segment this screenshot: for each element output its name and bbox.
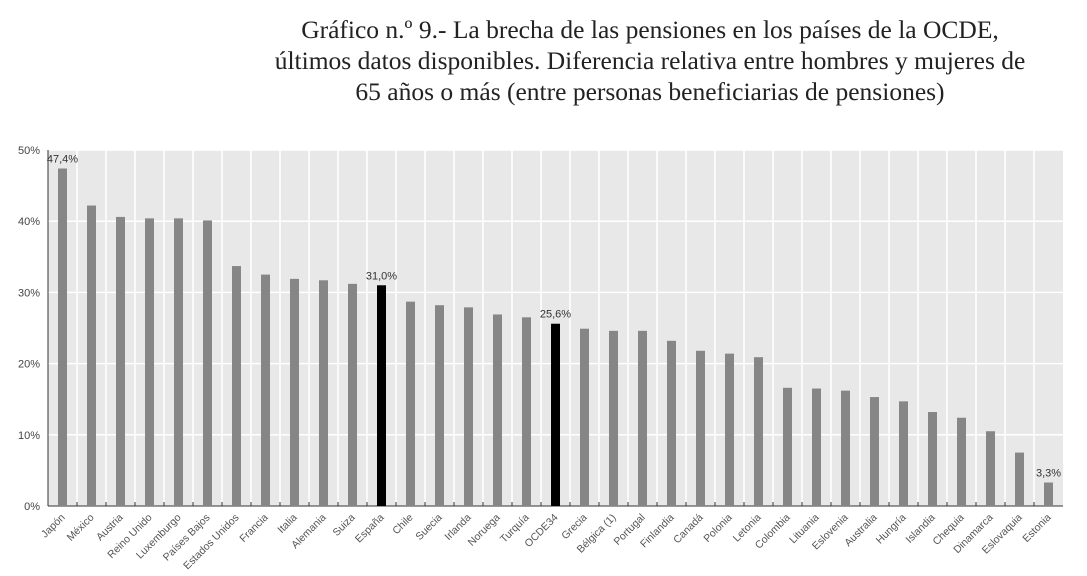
bar-lituania: [812, 388, 821, 506]
bar-austria: [116, 216, 125, 507]
bar-ocde34: [551, 323, 560, 506]
bar-finlandia: [667, 340, 676, 506]
chart-title-line-3: 65 años o más (entre personas beneficiar…: [355, 77, 945, 106]
y-tick-label: 30%: [18, 287, 40, 299]
bar-eslovenia: [841, 390, 850, 506]
bar-islandia: [928, 412, 937, 506]
x-category-label: Japón: [39, 512, 68, 541]
x-category-label: Italia: [275, 512, 299, 536]
x-category-label: Francia: [237, 512, 270, 545]
x-category-label: Noruega: [466, 512, 503, 549]
y-tick-label: 20%: [18, 359, 40, 371]
bar-estados-unidos: [232, 266, 241, 506]
bar-luxemburgo: [174, 218, 183, 507]
x-category-label: México: [65, 512, 97, 544]
data-label: 25,6%: [540, 309, 571, 321]
bar-noruega: [493, 314, 502, 506]
x-category-label: Australia: [842, 512, 879, 549]
bar-letonia: [754, 357, 763, 506]
y-tick-label: 40%: [18, 216, 40, 228]
bar-suecia: [435, 305, 444, 506]
x-category-label: Chile: [390, 512, 416, 538]
bar-suiza: [348, 283, 357, 506]
x-category-label: Polonia: [701, 512, 734, 545]
bar-espa-a: [377, 285, 386, 506]
bar-eslovaquia: [1015, 452, 1024, 506]
bar-pa-ses-bajos: [203, 220, 212, 506]
bar-canad-: [696, 350, 705, 506]
x-category-label: Estonia: [1020, 512, 1053, 545]
y-tick-label: 10%: [18, 430, 40, 442]
y-tick-label: 0%: [24, 501, 40, 513]
bar-colombia: [783, 387, 792, 506]
bar-chile: [406, 301, 415, 506]
data-label: 31,0%: [366, 270, 397, 282]
x-category-label: España: [353, 512, 387, 546]
x-category-label: Suiza: [331, 512, 358, 539]
chart-title-line-2: últimos datos disponibles. Diferencia re…: [274, 46, 1026, 75]
x-category-label: Hungría: [874, 512, 909, 547]
data-label: 47,4%: [47, 154, 78, 166]
y-tick-label: 50%: [18, 145, 40, 157]
chart-title-line-1: Gráfico n.º 9.- La brecha de las pension…: [301, 15, 999, 44]
bar-irlanda: [464, 307, 473, 506]
bar-b-lgica-1-: [609, 330, 618, 506]
x-category-label: Canadá: [671, 512, 706, 547]
data-label: 3,3%: [1036, 468, 1061, 480]
bar-turqu-a: [522, 317, 531, 506]
bar-francia: [261, 274, 270, 506]
bar-reino-unido: [145, 218, 154, 507]
bar-dinamarca: [986, 431, 995, 506]
bar-alemania: [319, 280, 328, 506]
chart-title: Gráfico n.º 9.- La brecha de las pension…: [210, 14, 1087, 107]
bar-m-xico: [87, 205, 96, 506]
bar-polonia: [725, 353, 734, 506]
x-category-label: Suecia: [413, 512, 444, 543]
bar-portugal: [638, 330, 647, 506]
bar-italia: [290, 278, 299, 506]
bar-australia: [870, 397, 879, 506]
bar-chequia: [957, 417, 966, 506]
bar-grecia: [580, 328, 589, 506]
bar-jap-n: [58, 168, 67, 506]
bar-hungr-a: [899, 401, 908, 506]
bar-estonia: [1044, 482, 1053, 506]
